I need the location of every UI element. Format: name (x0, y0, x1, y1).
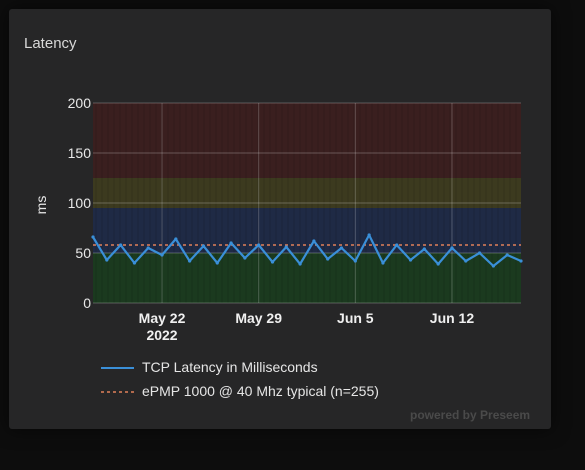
y-tick-label-1: 50 (75, 245, 91, 261)
tcp-latency-point (298, 262, 302, 266)
x-tick-sublabel-0: 2022 (146, 327, 177, 343)
tcp-latency-point (160, 253, 164, 257)
tcp-latency-point (367, 233, 371, 237)
y-tick-label-0: 0 (83, 295, 91, 311)
tcp-latency-point (381, 261, 385, 265)
tcp-latency-point (353, 259, 357, 263)
tcp-latency-point (243, 256, 247, 260)
y-axis-label: ms (33, 196, 49, 215)
y-tick-label-2: 100 (68, 195, 92, 211)
chart-title: Latency (24, 35, 77, 52)
tcp-latency-point (229, 241, 233, 245)
y-tick-labels: 0 50 100 150 200 (68, 95, 92, 311)
tcp-latency-point (174, 237, 178, 241)
tcp-latency-point (146, 246, 150, 250)
tcp-latency-point (257, 243, 261, 247)
x-tick-label-2: Jun 5 (337, 310, 374, 326)
chart-legend: TCP Latency in Milliseconds ePMP 1000 @ 4… (101, 359, 379, 399)
threshold-band-1 (93, 208, 521, 253)
x-tick-label-3: Jun 12 (430, 310, 475, 326)
legend-label-tcp: TCP Latency in Milliseconds (142, 359, 318, 375)
tcp-latency-point (395, 243, 399, 247)
threshold-band-3 (93, 103, 521, 178)
tcp-latency-point (464, 259, 468, 263)
y-tick-label-3: 150 (68, 145, 92, 161)
tcp-latency-point (436, 262, 440, 266)
tcp-latency-point (119, 243, 123, 247)
tcp-latency-point (477, 251, 482, 255)
legend-label-typical: ePMP 1000 @ 40 Mhz typical (n=255) (142, 383, 379, 399)
tcp-latency-point (491, 264, 495, 268)
tcp-latency-point (519, 259, 523, 263)
tcp-latency-point (408, 258, 413, 262)
tcp-latency-point (450, 246, 454, 250)
y-tick-label-4: 200 (68, 95, 92, 111)
tcp-latency-point (312, 239, 316, 243)
tcp-latency-point (105, 258, 109, 262)
tcp-latency-point (188, 259, 192, 263)
tcp-latency-points (91, 233, 523, 268)
tcp-latency-point (270, 260, 275, 264)
tcp-latency-point (132, 261, 137, 265)
tcp-latency-point (339, 246, 344, 250)
tcp-latency-point (91, 235, 95, 239)
tcp-latency-point (505, 253, 509, 257)
tcp-latency-point (215, 261, 219, 265)
vertical-gridlines (95, 103, 517, 303)
threshold-band-2 (93, 178, 521, 208)
tcp-latency-point (284, 245, 288, 249)
threshold-band-0 (93, 253, 521, 303)
x-tick-label-1: May 29 (235, 310, 282, 326)
threshold-bands (93, 103, 521, 303)
tcp-latency-point (201, 244, 206, 248)
tcp-latency-point (326, 257, 330, 261)
tcp-latency-series-line (92, 233, 522, 268)
x-tick-label-0: May 22 (139, 310, 186, 326)
tcp-latency-point (422, 247, 426, 251)
powered-by-watermark: powered by Preseem (410, 408, 531, 422)
